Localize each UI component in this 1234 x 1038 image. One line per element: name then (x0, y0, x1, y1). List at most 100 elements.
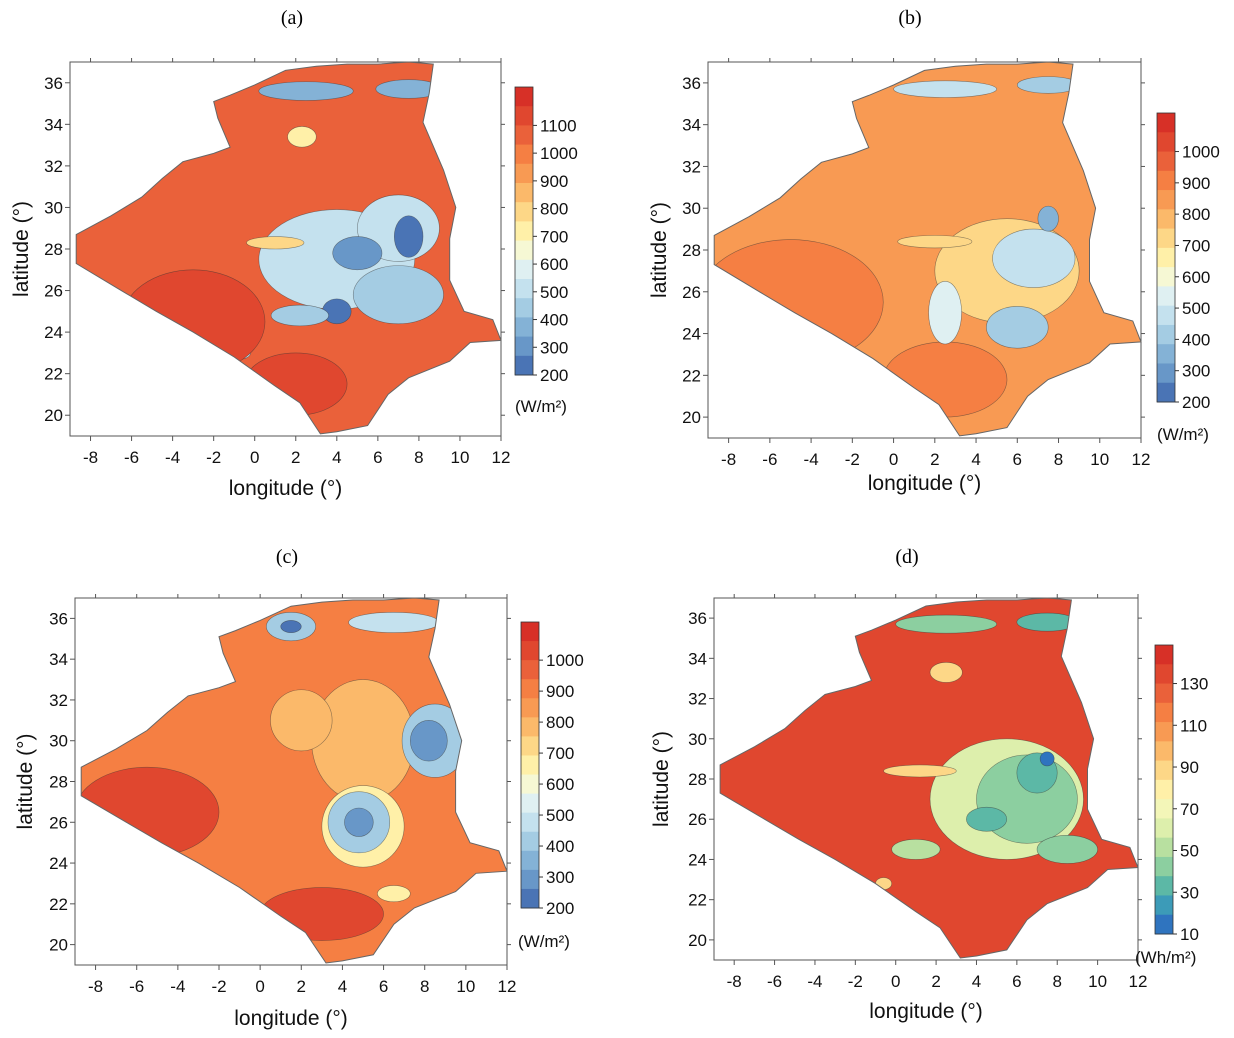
colorbar-swatch (521, 869, 539, 890)
contour-region (929, 662, 963, 683)
x-tick-label: 6 (1012, 972, 1021, 991)
colorbar-unit: (W/m²) (515, 397, 567, 416)
colorbar-swatch (1157, 267, 1175, 287)
x-tick-label: 10 (450, 448, 469, 467)
country-outline (80, 597, 508, 964)
colorbar-swatch (515, 106, 533, 126)
contour-region (280, 620, 302, 633)
y-tick-label: 34 (688, 649, 707, 668)
contour-region (348, 611, 440, 633)
x-tick-label: -4 (170, 977, 185, 996)
colorbar-swatch (1155, 914, 1173, 935)
contour-region (875, 877, 892, 890)
colorbar-swatch (521, 641, 539, 661)
contour-region (332, 236, 383, 271)
panel-c: (c)-8 -6 -4 -2 0 2 4 6 8 10 12202224262830323436lo… (14, 546, 584, 1030)
colorbar-swatch (1157, 305, 1175, 326)
colorbar-swatch (1155, 702, 1173, 723)
colorbar-label: 600 (546, 775, 574, 794)
y-tick-label: 20 (682, 408, 701, 427)
colorbar-swatch (515, 144, 533, 165)
colorbar-label: 400 (546, 837, 574, 856)
y-tick-label: 32 (49, 691, 68, 710)
colorbar: 1100 1000 900 800 700 600 500 400 300 200 (W/m²) (514, 86, 578, 416)
colorbar-label: 1100 (540, 116, 577, 135)
x-tick-label: 2 (930, 450, 939, 469)
y-tick-label: 26 (49, 813, 68, 832)
y-tick-label: 28 (49, 773, 68, 792)
colorbar-label: 600 (1182, 268, 1210, 287)
map-field (81, 598, 507, 963)
contour-region (1039, 751, 1055, 767)
x-tick-label: -2 (206, 448, 221, 467)
colorbar-swatch (1155, 779, 1173, 800)
colorbar-swatch (515, 125, 533, 146)
x-tick-label: -6 (129, 977, 144, 996)
colorbar-label: 300 (540, 338, 568, 357)
y-tick-label: 32 (688, 690, 707, 709)
colorbar-label: 130 (1180, 675, 1208, 694)
colorbar-label: 300 (546, 868, 574, 887)
colorbar-swatch (1155, 683, 1173, 704)
y-tick-label: 34 (682, 116, 701, 135)
colorbar-swatch (1157, 228, 1175, 249)
colorbar-label: 500 (546, 806, 574, 825)
colorbar-swatch (515, 221, 533, 242)
x-tick-label: 2 (931, 972, 940, 991)
colorbar-label: 900 (1182, 174, 1210, 193)
y-tick-label: 26 (682, 283, 701, 302)
colorbar-swatch (1155, 818, 1173, 839)
colorbar-swatch (1157, 132, 1175, 153)
colorbar-label: 900 (546, 682, 574, 701)
colorbar-swatch (521, 793, 539, 814)
y-tick-label: 20 (49, 936, 68, 955)
y-axis-label: latitude (°) (10, 201, 33, 297)
y-tick-label: 28 (44, 240, 63, 259)
colorbar-swatch (515, 279, 533, 299)
y-tick-label: 36 (688, 609, 707, 628)
contour-region (393, 215, 424, 258)
contour-region (244, 352, 348, 416)
contour-region (1037, 205, 1059, 232)
x-tick-label: -8 (88, 977, 103, 996)
colorbar-swatch (521, 812, 539, 833)
contour-region (121, 269, 266, 374)
x-tick-label: 4 (972, 972, 981, 991)
y-tick-label: 36 (44, 74, 63, 93)
x-tick-label: 0 (250, 448, 259, 467)
contour-region (375, 79, 442, 99)
colorbar-label: 30 (1180, 883, 1199, 902)
colorbar-label: 700 (540, 227, 568, 246)
y-tick-label: 22 (49, 895, 68, 914)
colorbar-label: 300 (1182, 362, 1210, 381)
colorbar-swatch (1157, 170, 1175, 191)
x-tick-label: -8 (721, 450, 736, 469)
colorbar-label: 800 (540, 200, 568, 219)
y-tick-label: 30 (682, 199, 701, 218)
x-tick-label: 2 (297, 977, 306, 996)
x-tick-label: -6 (767, 972, 782, 991)
x-tick-label: -4 (165, 448, 180, 467)
colorbar-label: 90 (1180, 758, 1199, 777)
colorbar-swatch (521, 850, 539, 871)
y-tick-label: 26 (688, 810, 707, 829)
colorbar-swatch (1157, 324, 1175, 345)
colorbar-swatch (1155, 837, 1173, 858)
x-tick-label: 10 (1088, 972, 1107, 991)
colorbar-label: 10 (1180, 925, 1199, 944)
panel-title: (b) (898, 7, 921, 29)
colorbar-label: 200 (1182, 393, 1210, 412)
x-tick-label: 6 (373, 448, 382, 467)
x-tick-label: 10 (1090, 450, 1109, 469)
colorbar-swatch (521, 698, 539, 718)
colorbar-swatch (1155, 876, 1173, 896)
colorbar-swatch (1155, 760, 1173, 781)
colorbar-swatch (521, 736, 539, 756)
colorbar-swatch (515, 298, 533, 318)
y-tick-label: 20 (688, 931, 707, 950)
y-tick-label: 24 (688, 850, 707, 869)
colorbar-label: 900 (540, 172, 568, 191)
panel-title: (d) (895, 546, 918, 568)
map-field (76, 62, 501, 434)
colorbar-swatch (1155, 895, 1173, 916)
